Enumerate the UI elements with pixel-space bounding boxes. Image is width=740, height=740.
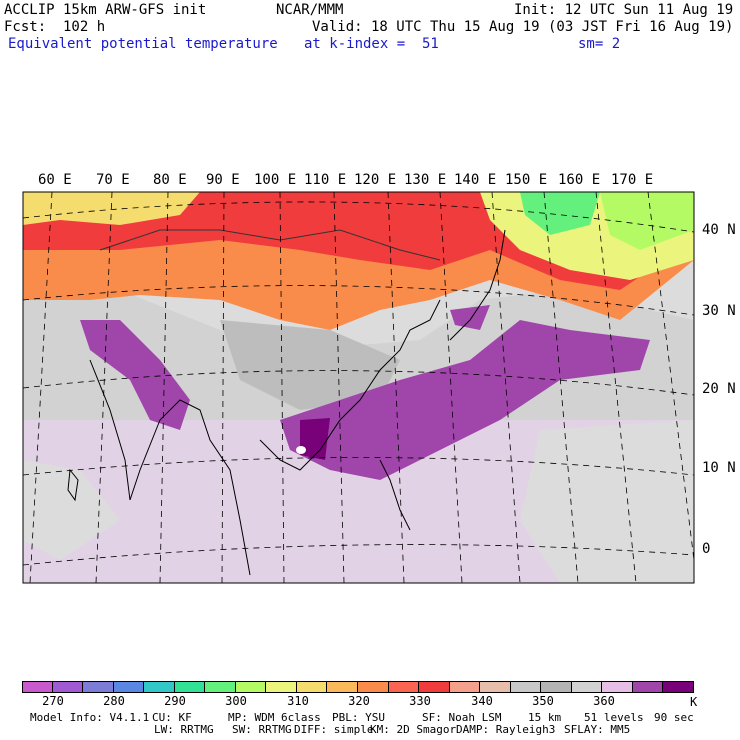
footer-item: SF: Noah LSM [422,711,502,724]
colorbar-cell [632,681,664,693]
colorbar-cell [663,681,694,693]
coastline-sri-lanka [67,468,79,502]
init-time: Init: 12 UTC Sun 11 Aug 19 [514,2,734,18]
model-title: ACCLIP 15km ARW-GFS init [4,2,207,18]
china-grey-area [220,320,400,410]
longitude-label: 90 E [206,172,240,188]
longitude-label: 80 E [153,172,187,188]
lat-line-40 [23,201,694,233]
longitude-label: 70 E [96,172,130,188]
footer-item: 90 sec [654,711,694,724]
colorbar-cell [205,681,236,693]
latitude-label: 20 N [702,381,736,397]
colorbar-cell [113,681,145,693]
colorbar-cell [358,681,389,693]
colorbar-label: 290 [164,694,186,708]
pacific-purple-area [280,320,650,480]
forecast-hour: Fcst: 102 h [4,19,106,35]
colorbar-cell [510,681,542,693]
coastline-south-asia [89,359,251,576]
colorbar-label: 350 [532,694,554,708]
colorbar-cell [602,681,633,693]
border-lines [99,229,441,261]
colorbar-cell [52,681,84,693]
colorbar-label: 270 [42,694,64,708]
colorbar-cell [83,681,114,693]
lon-line [647,192,694,561]
colorbar-cell [22,681,53,693]
footer-item: SW: RRTMG [232,723,292,736]
latitude-label: 10 N [702,460,736,476]
coastline-japan [449,229,506,341]
lat-line-0 [23,544,694,566]
longitude-label: 160 E [558,172,601,188]
map-frame [22,191,695,584]
footer-item: PBL: YSU [332,711,385,724]
longitude-label: 100 E [254,172,297,188]
longitude-label: 120 E [354,172,397,188]
latitude-label: 30 N [702,303,736,319]
longitude-label: 130 E [404,172,447,188]
footer-item: Model Info: V4.1.1 [30,711,150,724]
colorbar-cell [296,681,328,693]
level-label: at k-index = 51 [304,36,439,52]
footer-item: 15 km [528,711,562,724]
lat-line-20 [23,370,694,396]
colorbar-label: 300 [225,694,247,708]
coastline-east-asia [259,299,441,471]
footer-item: CU: KF [152,711,192,724]
lat-line-10 [23,457,694,476]
valid-time: Valid: 18 UTC Thu 15 Aug 19 (03 JST Fri … [312,19,734,35]
colorbar-cell [144,681,175,693]
india-purple-area [80,320,190,430]
footer-item: 51 levels [584,711,644,724]
se-grey-area [520,420,694,583]
colorbar-label: 340 [471,694,493,708]
ne-lightgreen-patch [600,192,694,250]
field-name: Equivalent potential temperature [8,36,278,52]
longitude-label: 140 E [454,172,497,188]
colorbar-cell [480,681,511,693]
latitude-label: 0 [702,541,711,557]
colorbar-label: 280 [103,694,125,708]
organization-label: NCAR/MMM [276,2,344,18]
smoothing-label: sm= 2 [578,36,621,52]
longitude-label: 110 E [304,172,347,188]
colorbar-label: 330 [409,694,431,708]
japan-purple-patch [450,305,490,330]
colorbar-cell [571,681,603,693]
colorbar-cell [327,681,358,693]
longitude-label: 150 E [505,172,548,188]
footer-item: SFLAY: MM5 [564,723,631,736]
footer-item: DIFF: simple [294,723,374,736]
colorbar-cell [174,681,206,693]
colorbar-unit: K [690,695,698,709]
footer-item: LW: RRTMG [154,723,214,736]
footer-item: DAMP: Rayleigh3 [456,723,556,736]
longitude-label: 60 E [38,172,72,188]
latitude-label: 40 N [702,222,736,238]
sw-grey-area [23,460,120,560]
lat-line-30 [23,285,694,316]
colorbar-cell [388,681,420,693]
coastline-philippines [379,459,411,531]
gulf-white-spot [296,446,306,454]
footer-item: KM: 2D Smagor [370,723,457,736]
colorbar-cell [266,681,297,693]
colorbar-cell [449,681,481,693]
colorbar-cell [235,681,267,693]
colorbar-cell [419,681,450,693]
indochina-dark-purple [300,418,330,460]
colorbar-label: 320 [348,694,370,708]
colorbar-cell [541,681,572,693]
colorbar-label: 310 [287,694,309,708]
colorbar-label: 360 [593,694,615,708]
footer-item: MP: WDM 6class [228,711,321,724]
ne-green-patch [520,192,600,235]
longitude-label: 170 E [611,172,654,188]
